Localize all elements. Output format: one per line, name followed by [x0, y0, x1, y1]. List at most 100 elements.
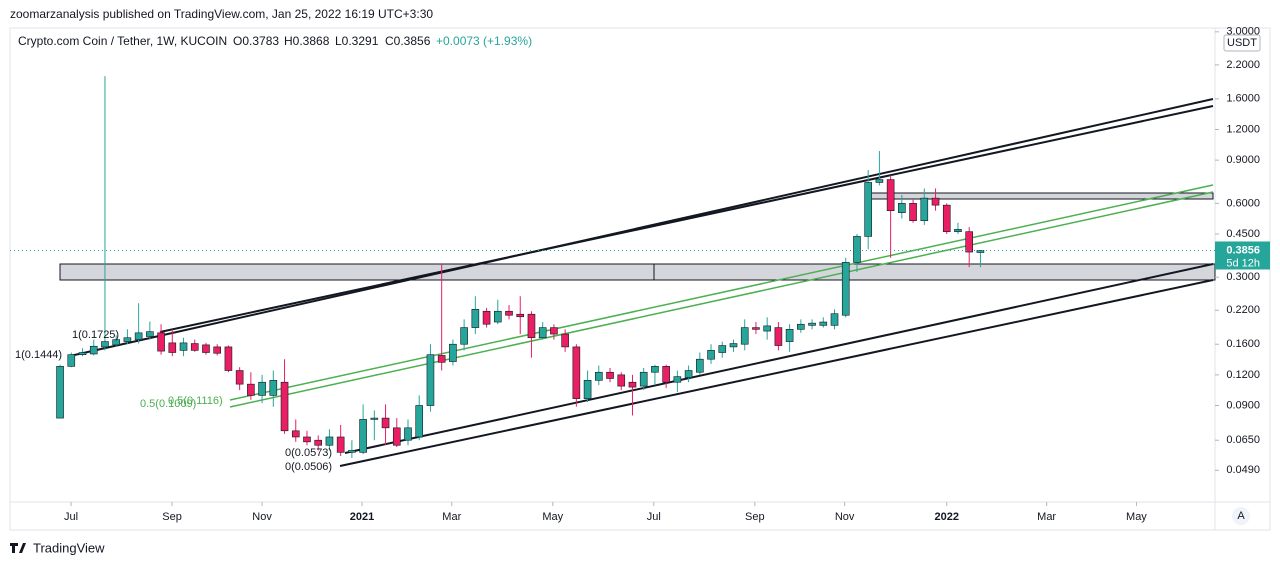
candle-body — [460, 327, 468, 345]
candle-body — [819, 321, 828, 326]
candle-body — [797, 323, 805, 330]
candle-body — [426, 354, 435, 406]
candle-body — [718, 345, 727, 353]
candle-body — [213, 346, 221, 354]
candle-body — [617, 374, 626, 387]
candle-body — [392, 427, 401, 446]
candle-body — [875, 179, 884, 183]
symbol-title: Crypto.com Coin / Tether, 1W, KUCOIN — [18, 34, 227, 48]
candle-body — [853, 236, 861, 263]
candle-body — [729, 343, 738, 348]
candle-body — [190, 343, 199, 351]
candle-body — [89, 345, 98, 355]
candle-body — [628, 381, 637, 388]
candle-body — [696, 358, 704, 373]
candle-body — [516, 313, 525, 318]
candle-body — [808, 322, 816, 326]
candle-body — [471, 309, 480, 328]
candle-body — [78, 352, 87, 356]
y-tick-label: 0.1600 — [1226, 338, 1260, 350]
candle-body — [920, 197, 929, 221]
annotation: 0.5(0.1009) — [140, 398, 196, 410]
candle-body — [325, 436, 334, 446]
annotation: 0(0.0506) — [285, 461, 332, 473]
channel-line — [344, 263, 1214, 454]
brand-logo — [10, 543, 26, 553]
candle-body — [123, 337, 132, 342]
annotation: 1(0.1725) — [72, 329, 119, 341]
last-price-label: 0.3856 — [1226, 244, 1260, 256]
candle-body — [561, 333, 569, 348]
candle-body — [415, 405, 424, 438]
legend: Crypto.com Coin / Tether, 1W, KUCOIN O0.… — [18, 34, 532, 48]
candle-body — [449, 343, 457, 362]
candle-body — [954, 229, 962, 232]
y-tick-label: 1.6000 — [1226, 93, 1260, 105]
candle-body — [830, 313, 839, 326]
candle-body — [280, 381, 289, 432]
currency-badge[interactable] — [1223, 34, 1261, 52]
candle-body — [651, 366, 659, 373]
candle-body — [942, 204, 951, 232]
x-tick-label: Nov — [252, 511, 272, 523]
scale-button[interactable] — [1232, 507, 1250, 525]
candle-body — [774, 327, 783, 346]
candle-body — [134, 332, 143, 340]
currency[interactable]: USDT — [1227, 37, 1257, 49]
candle-body — [740, 327, 749, 345]
x-tick-label: Mar — [1037, 511, 1056, 523]
candle-body — [898, 203, 906, 213]
x-tick-label: May — [1126, 511, 1147, 523]
candle-body — [673, 376, 682, 383]
x-tick-label: Nov — [835, 511, 855, 523]
candle-body — [269, 380, 278, 396]
annotation: 0.5(0.1116) — [168, 395, 223, 407]
last-price-tag — [1215, 241, 1270, 270]
candle-body — [258, 381, 266, 396]
candle-body — [303, 436, 311, 443]
candle-body — [359, 419, 367, 453]
candle-body — [493, 310, 502, 323]
x-tick-label: Sep — [745, 511, 765, 523]
candle-body — [235, 370, 244, 385]
y-tick-label: 2.2000 — [1226, 59, 1260, 71]
y-tick-label: 0.0650 — [1226, 434, 1260, 446]
x-tick-label: 2022 — [935, 511, 959, 523]
y-tick-label: 0.2200 — [1226, 304, 1260, 316]
candle-body — [976, 250, 985, 253]
candle-body — [157, 332, 165, 352]
y-tick-label: 0.4500 — [1226, 228, 1260, 240]
channel-line — [159, 105, 1214, 333]
scale-mode[interactable]: A — [1237, 510, 1245, 522]
ohlc-label: O0.3783 — [233, 34, 279, 48]
candle-body — [482, 310, 491, 325]
x-tick-label: Sep — [162, 511, 182, 523]
candle-body — [291, 430, 300, 438]
candle-body — [965, 231, 973, 253]
channel-line — [339, 279, 1214, 467]
candle-body — [314, 439, 323, 446]
candle-body — [505, 310, 513, 316]
brand: TradingView — [10, 540, 105, 555]
candle-body — [864, 182, 872, 237]
candle-body — [931, 197, 940, 206]
x-tick-label: Mar — [442, 511, 461, 523]
fib-line — [229, 191, 1214, 408]
y-tick-label: 0.3000 — [1226, 271, 1260, 283]
candle-body — [370, 417, 379, 420]
fib-line — [229, 184, 1214, 401]
candle-body — [550, 327, 558, 335]
candle-body — [437, 355, 446, 363]
candle-body — [404, 427, 412, 441]
candle-body — [146, 331, 154, 337]
candle-body — [595, 371, 603, 381]
candle-body — [202, 344, 210, 353]
annotation: 0(0.0573) — [285, 447, 332, 459]
x-tick-label: Jul — [647, 511, 661, 523]
candle-body — [662, 366, 670, 383]
x-tick-label: 2021 — [350, 511, 374, 523]
candle-body — [112, 339, 120, 346]
countdown: 5d 12h — [1226, 257, 1260, 269]
